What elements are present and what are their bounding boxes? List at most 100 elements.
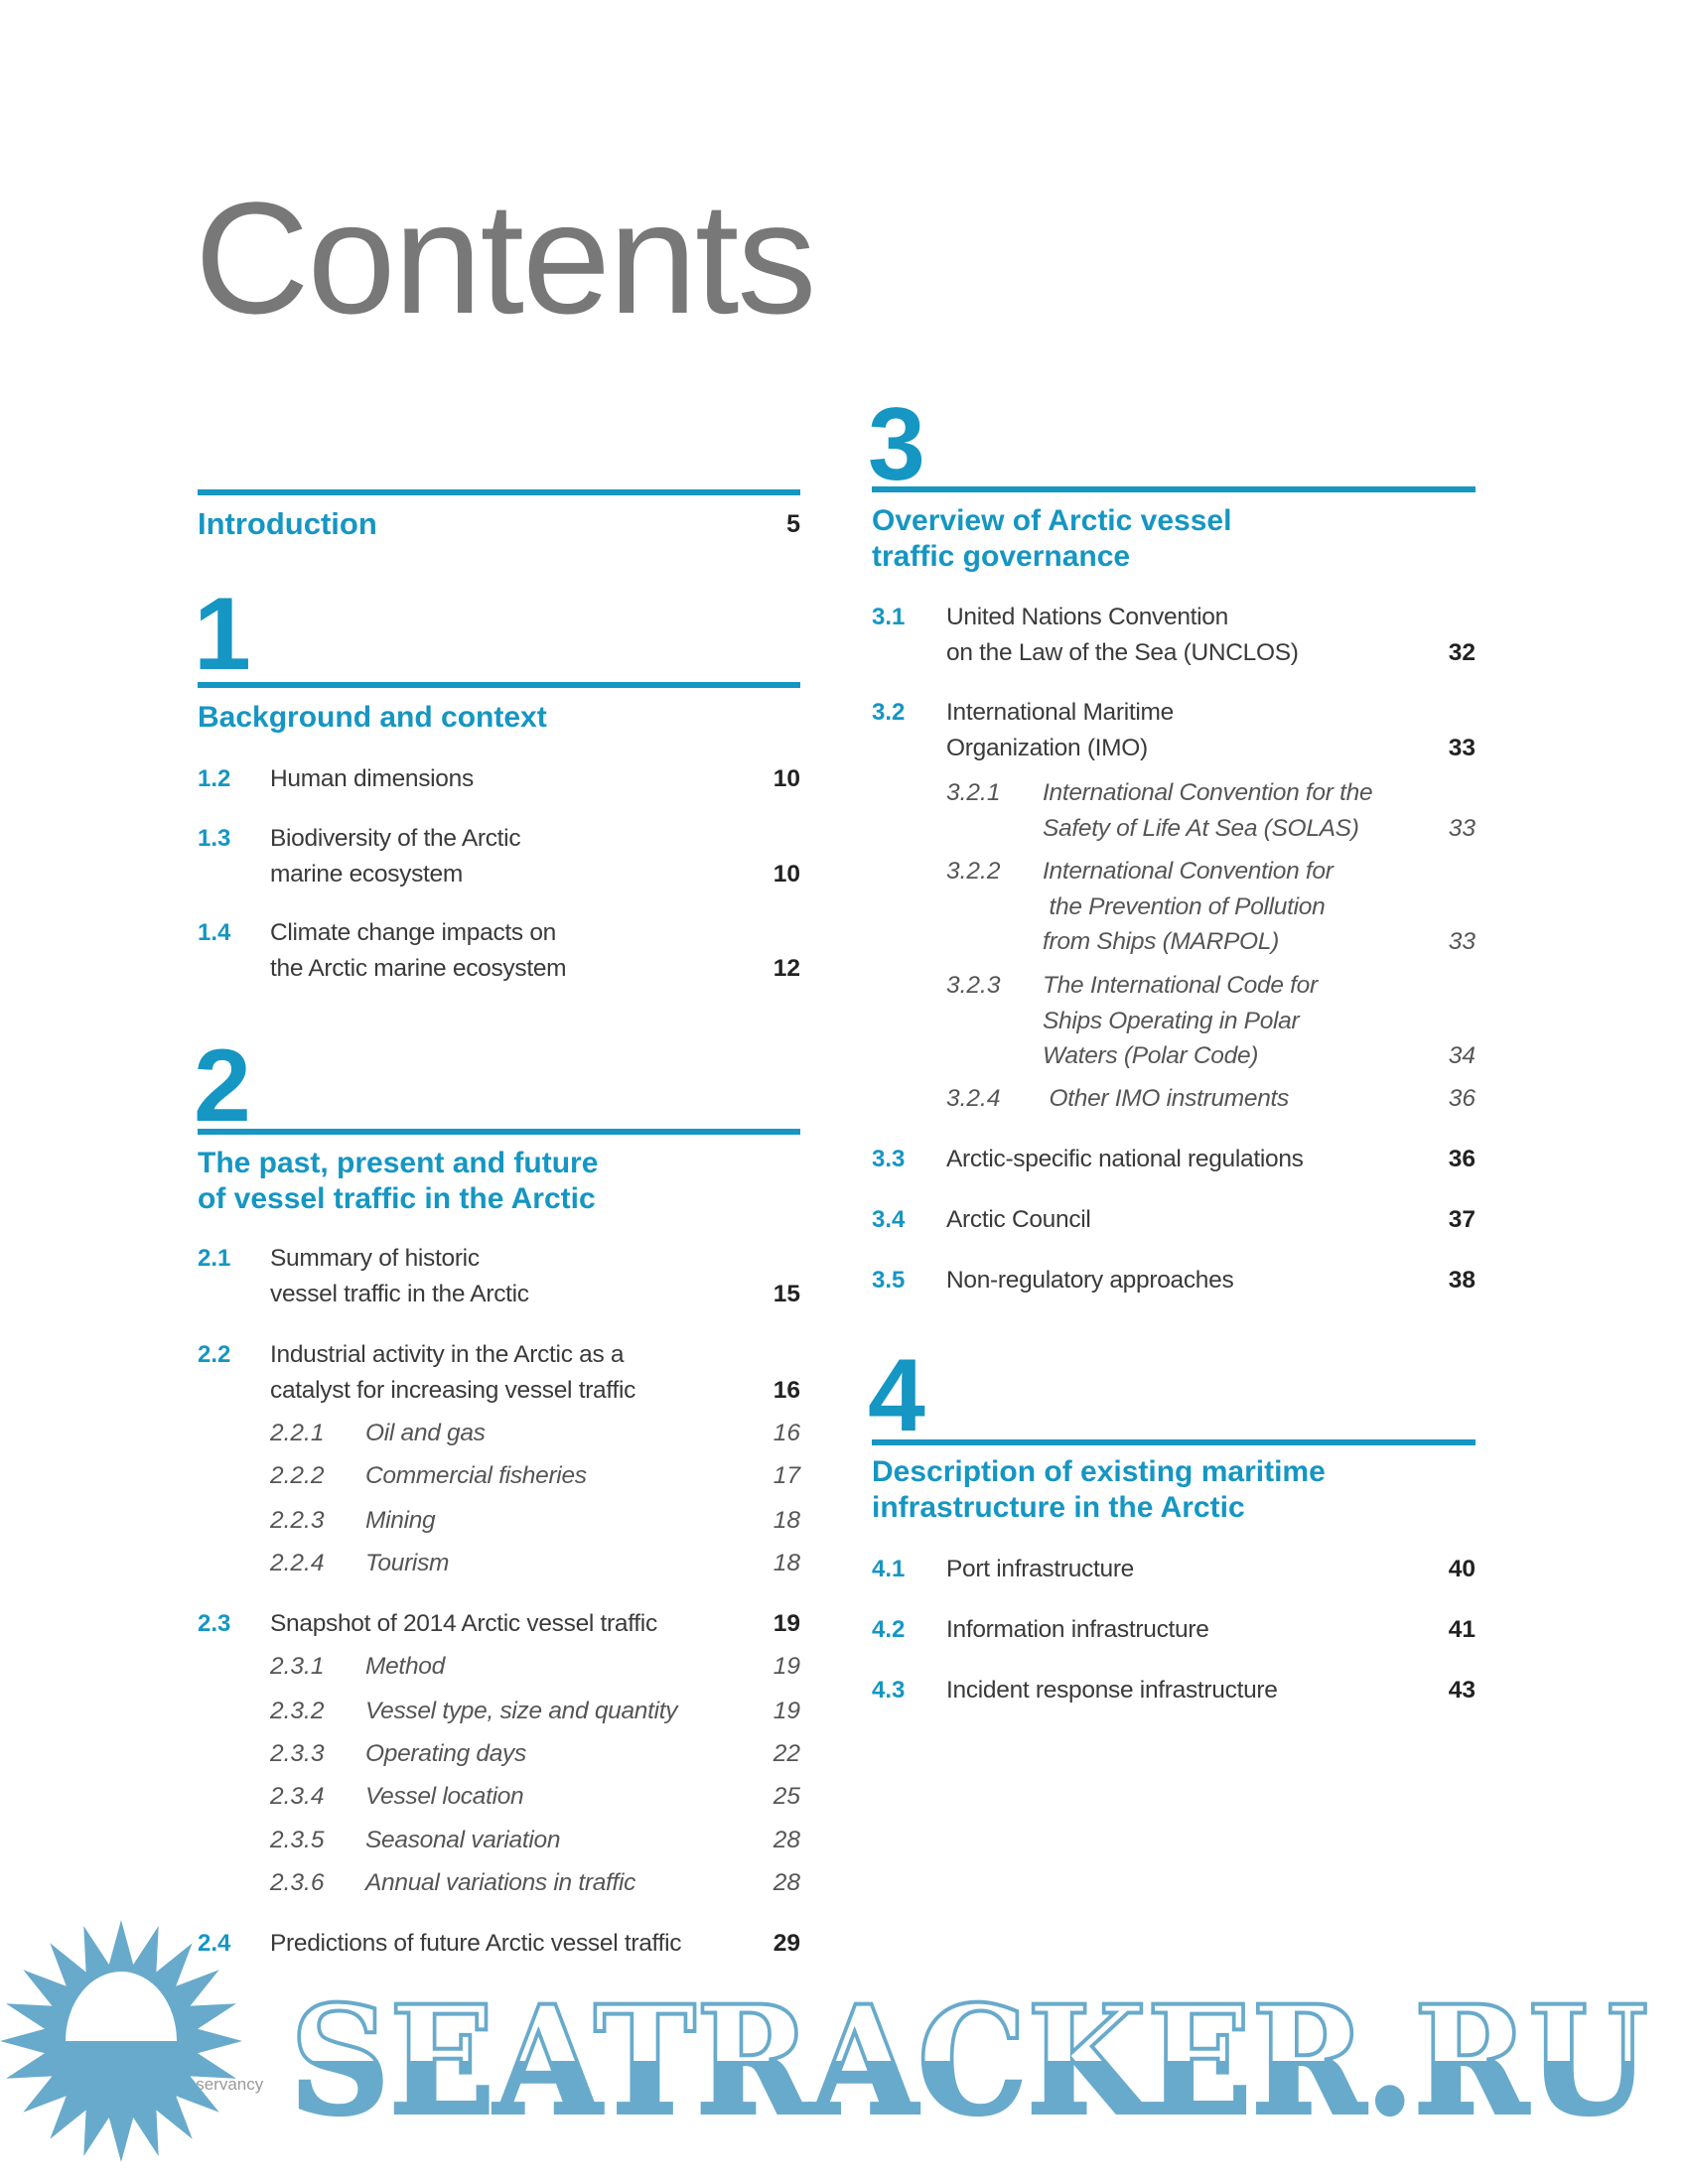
toc-entry-page: 33	[1448, 734, 1476, 761]
toc-entry-number: 4.2	[872, 1616, 906, 1643]
toc-subentry-title: Oil and gas	[365, 1420, 486, 1446]
toc-subentry-number: 2.2.4	[270, 1550, 325, 1576]
toc-entry-title: Organization (IMO)	[946, 734, 1148, 761]
toc-subentry-page: 34	[1448, 1042, 1476, 1069]
toc-subentry-number: 2.2.2	[270, 1462, 325, 1489]
toc-subentry-title: Vessel type, size and quantity	[365, 1698, 678, 1724]
toc-entry-title: Human dimensions	[270, 765, 474, 792]
chapter-title: Overview of Arctic vessel	[872, 504, 1232, 537]
toc-entry-title: Biodiversity of the Arctic	[270, 825, 521, 852]
chapter-number: 4	[868, 1338, 925, 1453]
intro-rule	[198, 489, 800, 495]
toc-subentry-page: 25	[773, 1783, 800, 1810]
toc-entry-number: 2.2	[198, 1341, 231, 1368]
toc-subentry-number: 2.3.2	[270, 1698, 325, 1724]
chapter-title: Background and context	[198, 701, 547, 734]
toc-entry-page: 36	[1448, 1146, 1476, 1172]
toc-subentry-title: Tourism	[365, 1550, 450, 1576]
toc-subentry-title: Method	[365, 1653, 445, 1680]
toc-subentry-page: 18	[773, 1550, 800, 1576]
toc-subentry-title: Waters (Polar Code)	[1043, 1042, 1259, 1069]
toc-subentry-number: 3.2.1	[946, 779, 1001, 806]
toc-subentry-page: 16	[773, 1420, 800, 1446]
toc-entry-title: Incident response infrastructure	[946, 1677, 1278, 1704]
toc-subentry-title: the Prevention of Pollution	[1043, 892, 1326, 920]
toc-subentry-title: International Convention for	[1043, 858, 1334, 885]
toc-entry-page: 38	[1448, 1267, 1476, 1294]
toc-subentry-number: 2.2.3	[270, 1507, 325, 1534]
toc-entry-number: 1.2	[198, 765, 231, 792]
chapter-rule	[872, 486, 1476, 492]
toc-subentry-title: Other IMO instruments	[1043, 1085, 1290, 1112]
intro-title: Introduction	[198, 506, 377, 541]
toc-subentry-number: 2.3.6	[270, 1869, 325, 1896]
toc-entry-page: 16	[773, 1376, 800, 1404]
toc-subentry-page: 19	[773, 1653, 800, 1680]
toc-entry-page: 10	[773, 765, 800, 792]
chapter-title: of vessel traffic in the Arctic	[198, 1181, 596, 1215]
chapter-rule	[872, 1439, 1476, 1445]
toc-entry-page: 32	[1448, 638, 1476, 666]
toc-entry-number: 3.2	[872, 699, 906, 726]
toc-entry-page: 10	[773, 860, 800, 887]
toc-entry-number: 4.1	[872, 1556, 906, 1582]
chapter-rule	[198, 1129, 800, 1135]
toc-entry-number: 2.1	[198, 1245, 231, 1272]
intro-page: 5	[786, 510, 800, 538]
toc-subentry-title: Ships Operating in Polar	[1043, 1007, 1300, 1034]
toc-subentry-number: 3.2.2	[946, 858, 1001, 885]
chapter-number: 1	[194, 577, 251, 692]
toc-entry-title: Arctic-specific national regulations	[946, 1146, 1304, 1172]
toc-subentry-number: 2.3.1	[270, 1653, 325, 1680]
toc-entry-page: 29	[773, 1930, 800, 1957]
toc-subentry-number: 3.2.3	[946, 972, 1001, 999]
toc-entry-title: Information infrastructure	[946, 1616, 1209, 1643]
toc-subentry-page: 18	[773, 1507, 800, 1534]
toc-entry-title: marine ecosystem	[270, 860, 463, 887]
chapter-title: traffic governance	[872, 539, 1131, 573]
toc-subentry-title: Annual variations in traffic	[365, 1869, 636, 1896]
toc-subentry-title: Vessel location	[365, 1783, 524, 1810]
toc-subentry-title: Operating days	[365, 1740, 526, 1767]
toc-entry-number: 3.4	[872, 1206, 906, 1233]
toc-subentry-number: 2.3.4	[270, 1783, 325, 1810]
toc-entry-title: International Maritime	[946, 699, 1174, 726]
toc-entry-title: Predictions of future Arctic vessel traf…	[270, 1930, 682, 1957]
toc-entry-title: Arctic Council	[946, 1206, 1091, 1233]
toc-entry-title: Industrial activity in the Arctic as a	[270, 1341, 625, 1368]
chapter-rule	[198, 682, 800, 688]
chapter-number: 3	[868, 387, 925, 502]
toc-entry-number: 3.1	[872, 604, 906, 630]
toc-entry-page: 43	[1448, 1677, 1476, 1704]
toc-entry-number: 3.3	[872, 1146, 906, 1172]
toc-entry-number: 1.4	[198, 919, 231, 946]
toc-entry-title: Summary of historic	[270, 1245, 480, 1272]
toc-subentry-title: International Convention for the	[1043, 779, 1373, 806]
page-title: Contents	[195, 169, 816, 346]
toc-entry-number: 2.3	[198, 1610, 231, 1637]
toc-subentry-number: 2.3.5	[270, 1827, 325, 1853]
toc-subentry-page: 19	[773, 1698, 800, 1724]
chapter-title: The past, present and future	[198, 1147, 599, 1179]
toc-entry-page: 12	[773, 954, 800, 982]
toc-entry-title: vessel traffic in the Arctic	[270, 1280, 529, 1307]
toc-entry-title: on the Law of the Sea (UNCLOS)	[946, 638, 1299, 666]
toc-subentry-number: 2.2.1	[270, 1420, 325, 1446]
toc-subentry-page: 28	[773, 1869, 800, 1896]
toc-subentry-number: 3.2.4	[946, 1085, 1001, 1112]
toc-entry-number: 2.4	[198, 1930, 231, 1957]
toc-entry-title: Port infrastructure	[946, 1556, 1135, 1582]
toc-subentry-page: 28	[773, 1827, 800, 1853]
sun-starburst-icon	[0, 1920, 242, 2162]
toc-subentry-page: 17	[773, 1462, 800, 1489]
toc-entry-title: Non-regulatory approaches	[946, 1267, 1234, 1294]
chapter-title: Description of existing maritime	[872, 1455, 1326, 1488]
toc-entry-number: 4.3	[872, 1677, 906, 1704]
toc-entry-title: catalyst for increasing vessel traffic	[270, 1376, 636, 1404]
toc-entry-page: 37	[1448, 1206, 1476, 1233]
toc-entry-title: United Nations Convention	[946, 604, 1228, 630]
toc-entry-number: 3.5	[872, 1267, 906, 1294]
toc-entry-page: 15	[773, 1280, 800, 1307]
toc-entry-title: Climate change impacts on	[270, 919, 557, 946]
